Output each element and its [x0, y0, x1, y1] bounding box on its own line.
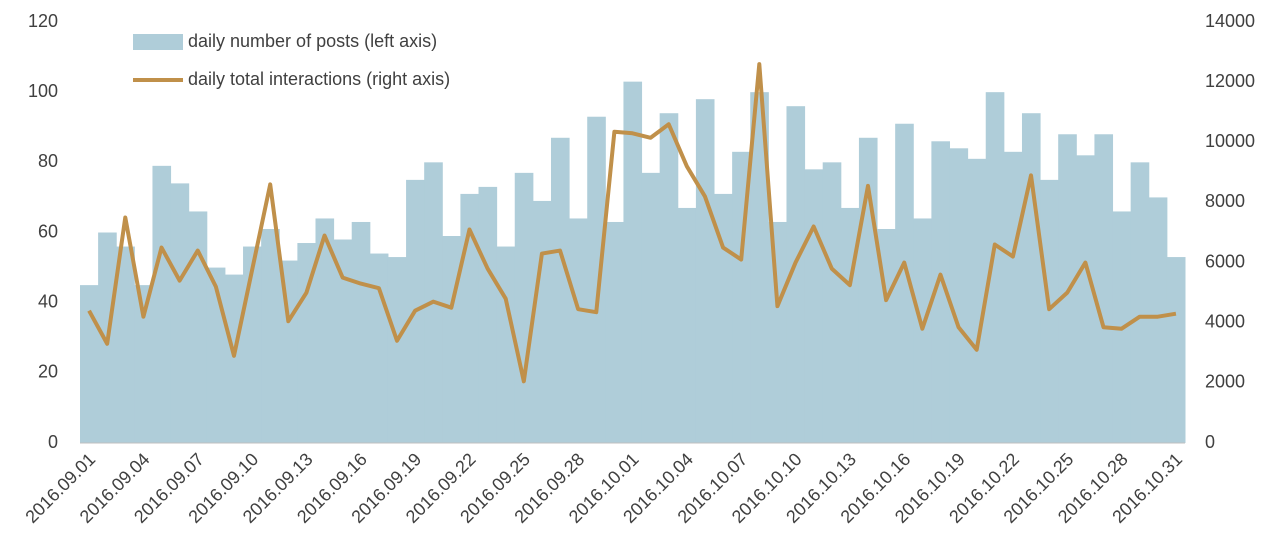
y-tick-label: 100 [28, 81, 58, 101]
bar [822, 162, 842, 444]
bar [605, 221, 624, 443]
bar [1094, 134, 1114, 443]
bar [1130, 162, 1150, 444]
bar [913, 218, 932, 443]
bar [695, 99, 715, 443]
bar [333, 239, 353, 443]
legend-label: daily total interactions (right axis) [188, 69, 450, 89]
bar [369, 253, 389, 443]
y2-tick-label: 6000 [1205, 251, 1245, 271]
bar [985, 92, 1005, 444]
bar [949, 148, 969, 444]
bar [514, 172, 534, 443]
y2-tick-label: 8000 [1205, 191, 1245, 211]
bar [1166, 257, 1186, 443]
bar [768, 221, 787, 443]
bar [550, 137, 570, 443]
bar [532, 200, 552, 443]
bar [496, 246, 516, 443]
bar [1021, 113, 1041, 443]
bar [1148, 197, 1168, 443]
y2-tick-label: 14000 [1205, 11, 1255, 31]
bar [714, 193, 733, 443]
bar [442, 236, 461, 443]
y2-tick-label: 2000 [1205, 372, 1245, 392]
y-tick-label: 40 [38, 291, 58, 311]
y-tick-label: 20 [38, 362, 58, 382]
y-tick-label: 60 [38, 221, 58, 241]
bar [967, 158, 987, 443]
bar [750, 92, 769, 444]
bar [1003, 151, 1023, 443]
bar [641, 172, 661, 443]
y2-tick-label: 0 [1205, 432, 1215, 452]
bar [659, 113, 679, 443]
bar [297, 243, 316, 443]
bar [134, 285, 153, 443]
bar [858, 137, 878, 443]
bar [478, 186, 498, 443]
bar [170, 183, 190, 443]
bar [1040, 179, 1059, 443]
y2-tick-label: 10000 [1205, 131, 1255, 151]
y-tick-label: 0 [48, 432, 58, 452]
bar [786, 106, 806, 443]
bar [224, 274, 244, 443]
bar [261, 228, 280, 443]
y-tick-label: 80 [38, 151, 58, 171]
legend-label: daily number of posts (left axis) [188, 31, 437, 51]
bar [315, 218, 335, 443]
bar [1076, 155, 1095, 444]
y-tick-label: 120 [28, 11, 58, 31]
bar [188, 211, 208, 443]
y2-tick-label: 4000 [1205, 311, 1245, 331]
bar [895, 123, 914, 443]
bar [152, 165, 172, 443]
bar [931, 141, 951, 444]
bar [387, 257, 407, 443]
bar [116, 246, 135, 443]
bar [80, 285, 99, 443]
bar [279, 260, 298, 443]
legend-swatch [133, 34, 183, 50]
bar [623, 81, 643, 444]
bar [587, 116, 606, 443]
y2-tick-label: 12000 [1205, 71, 1255, 91]
bar [351, 221, 371, 443]
bar [804, 169, 824, 443]
bar [677, 207, 697, 443]
line [87, 62, 1177, 384]
bar [569, 218, 588, 443]
